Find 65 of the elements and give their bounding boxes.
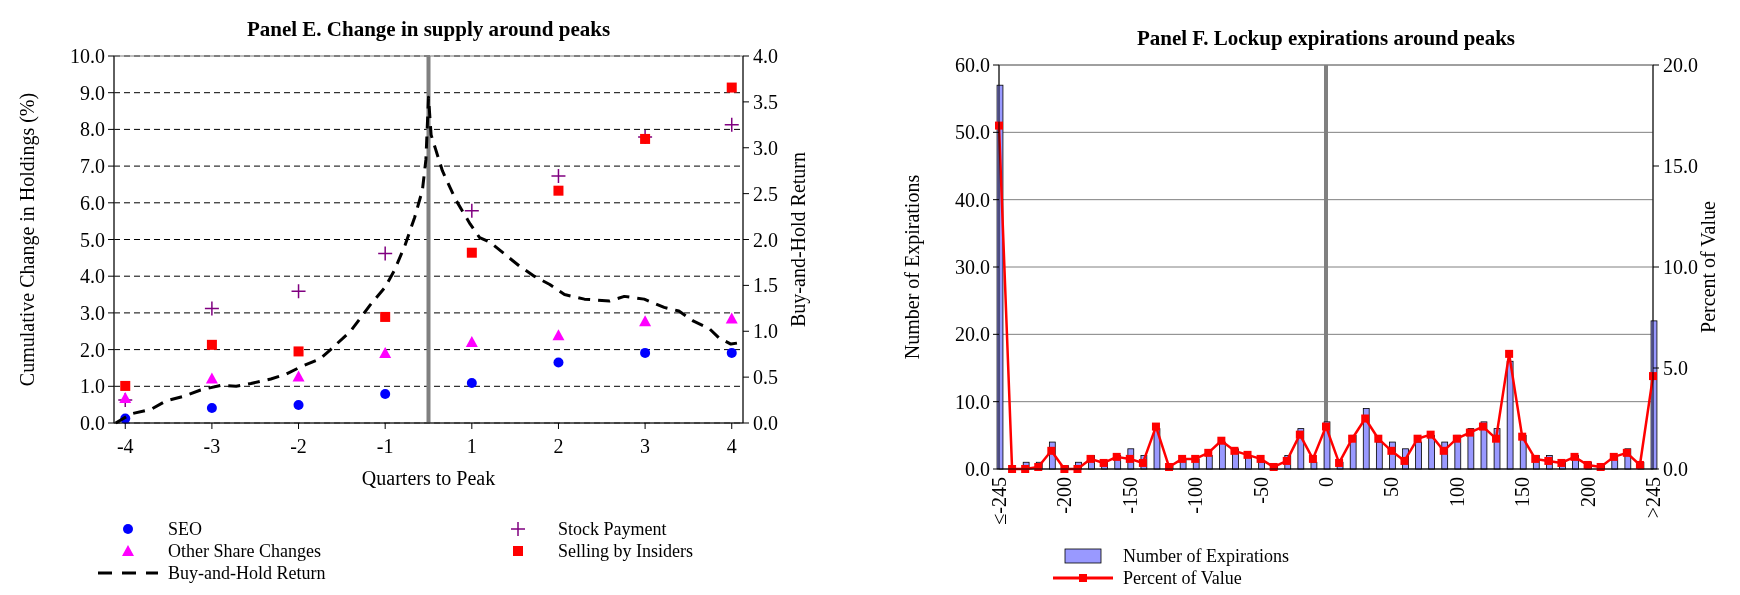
legend-label: Other Share Changes <box>168 541 321 562</box>
y-axis-title: Cumulative Change in Holdings (%) <box>16 92 39 387</box>
y-tick-label: 3.0 <box>80 301 105 324</box>
y-tick-label: 50.0 <box>955 121 990 144</box>
legend-label: Number of Expirations <box>1123 546 1289 567</box>
x-tick-label: 2 <box>553 435 564 457</box>
x-tick-label: >245 <box>1642 477 1664 519</box>
chart-title: Panel F. Lockup expirations around peaks <box>1136 26 1516 50</box>
x-tick-label: -2 <box>290 435 307 457</box>
y-tick-label: 10.0 <box>70 45 105 67</box>
y2-tick-label: 20.0 <box>1663 54 1698 76</box>
y-tick-label: 30.0 <box>955 256 990 278</box>
y-tick-label: 7.0 <box>80 155 105 178</box>
y2-tick-label: 1.5 <box>753 274 778 297</box>
y2-tick-label: 10.0 <box>1663 256 1698 278</box>
y2-tick-label: 15.0 <box>1663 155 1698 177</box>
y-tick-label: 5.0 <box>80 228 105 251</box>
y-tick-label: 2.0 <box>80 338 105 361</box>
y2-tick-label: 0.0 <box>753 412 778 434</box>
y2-tick-label: 3.0 <box>753 136 778 159</box>
y-tick-label: 4.0 <box>80 265 105 288</box>
legend-label: Selling by Insiders <box>558 541 693 562</box>
y2-axis-title: Buy-and-Hold Return <box>787 152 810 327</box>
y-tick-label: 60.0 <box>955 54 990 76</box>
x-tick-label: 100 <box>1445 477 1468 507</box>
x-tick-label: 3 <box>640 435 651 457</box>
legend-label: Buy-and-Hold Return <box>168 563 326 584</box>
y2-tick-label: 0.0 <box>1663 458 1688 480</box>
legend-label: Stock Payment <box>558 519 667 540</box>
x-tick-label: 200 <box>1576 477 1599 507</box>
x-tick-label: 150 <box>1511 477 1534 507</box>
x-tick-label: -4 <box>116 435 134 457</box>
y2-tick-label: 1.0 <box>753 320 778 343</box>
y-tick-label: 1.0 <box>80 375 105 398</box>
x-tick-label: 1 <box>466 435 477 457</box>
y2-tick-label: 5.0 <box>1663 357 1688 379</box>
x-tick-label: 0 <box>1315 477 1337 487</box>
y-tick-label: 9.0 <box>80 81 105 104</box>
legend-label: Percent of Value <box>1123 568 1242 589</box>
y-tick-label: 40.0 <box>955 188 990 211</box>
x-tick-label: -200 <box>1053 477 1076 514</box>
x-tick-label: 50 <box>1380 477 1403 497</box>
y-tick-label: 20.0 <box>955 323 990 346</box>
y2-tick-label: 4.0 <box>753 45 778 67</box>
y2-tick-label: 2.0 <box>753 228 778 251</box>
y2-tick-label: 2.5 <box>753 182 778 205</box>
x-tick-label: -1 <box>376 435 394 457</box>
y-tick-label: 0.0 <box>80 412 105 434</box>
x-tick-label: -50 <box>1249 477 1272 504</box>
y-tick-label: 0.0 <box>965 458 990 480</box>
y2-axis-title: Percent of Value <box>1697 200 1719 333</box>
x-tick-label: ≤-245 <box>988 477 1010 525</box>
y-tick-label: 8.0 <box>80 118 105 141</box>
x-tick-label: 4 <box>726 435 737 457</box>
x-tick-label: -100 <box>1184 477 1207 514</box>
x-tick-label: -3 <box>203 435 221 457</box>
y-tick-label: 6.0 <box>80 191 105 214</box>
chart-title: Panel E. Change in supply around peaks <box>246 17 611 41</box>
x-axis-title: Quarters to Peak <box>361 467 496 489</box>
legend-label: SEO <box>168 519 203 540</box>
y-tick-label: 10.0 <box>955 390 990 413</box>
y-axis-title: Number of Expirations <box>901 174 924 360</box>
y2-tick-label: 0.5 <box>753 366 778 389</box>
y2-tick-label: 3.5 <box>753 90 778 113</box>
x-tick-label: -150 <box>1118 477 1141 514</box>
